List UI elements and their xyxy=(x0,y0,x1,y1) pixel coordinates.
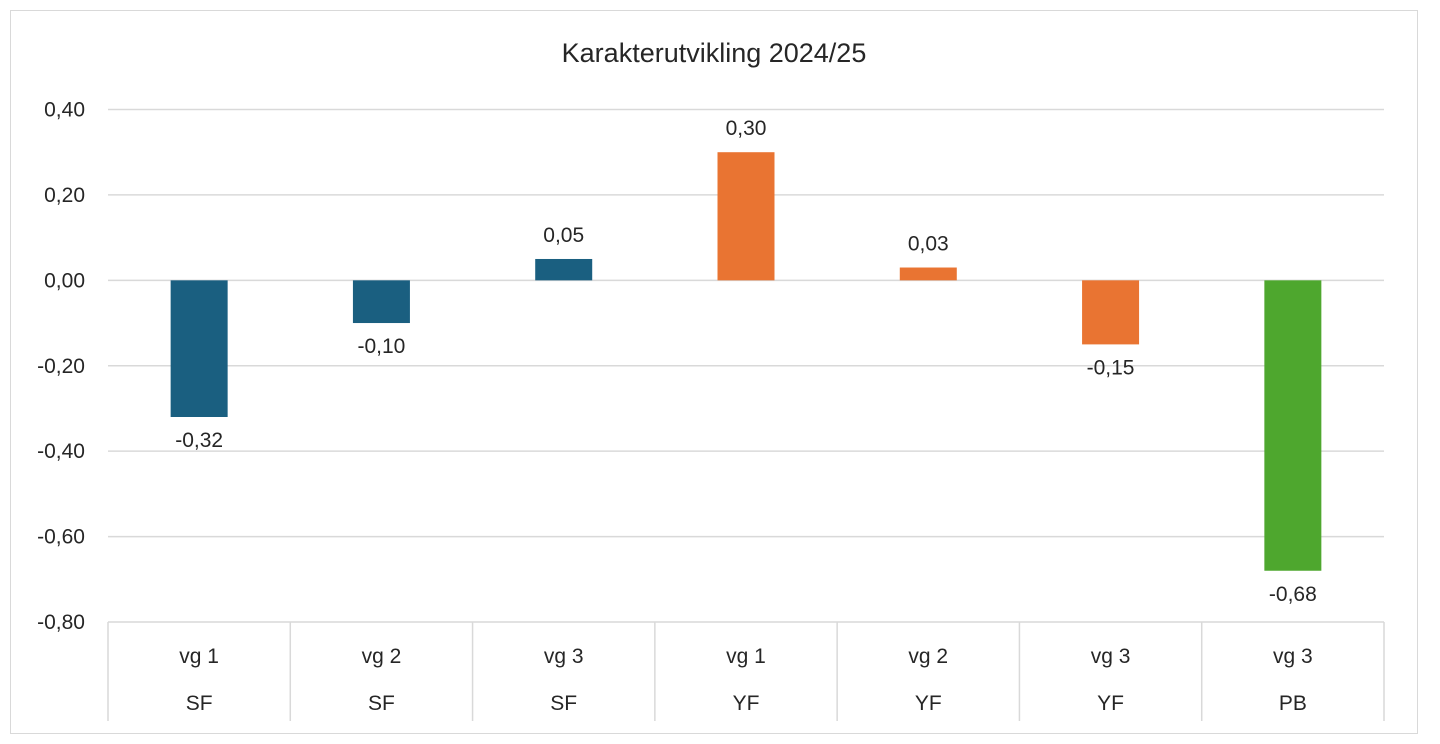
category-group-label: YF xyxy=(733,692,760,715)
y-tick-label: -0,40 xyxy=(37,440,85,463)
y-tick-label: 0,40 xyxy=(44,99,85,122)
category-group-label: SF xyxy=(368,692,395,715)
y-tick-label: -0,80 xyxy=(37,611,85,634)
bars xyxy=(170,152,1322,571)
data-label: 0,03 xyxy=(908,233,949,256)
bar-vg2-yf xyxy=(899,267,957,281)
data-label: 0,05 xyxy=(543,224,584,247)
data-labels: -0,32 -0,10 0,05 0,30 0,03 -0,15 -0,68 xyxy=(175,117,1317,606)
bar-vg3-sf xyxy=(535,258,593,281)
bar-vg1-sf xyxy=(170,280,228,417)
category-level-label: vg 3 xyxy=(544,645,584,668)
bar-vg1-yf xyxy=(717,152,775,281)
chart-title: Karakterutvikling 2024/25 xyxy=(562,38,867,68)
category-level-label: vg 2 xyxy=(908,645,948,668)
category-level-label: vg 1 xyxy=(179,645,219,668)
data-label: -0,68 xyxy=(1269,583,1317,606)
category-group-label: YF xyxy=(1097,692,1124,715)
category-group-label: PB xyxy=(1279,692,1307,715)
category-level-label: vg 1 xyxy=(726,645,766,668)
x-axis: vg 1 SF vg 2 SF vg 3 SF vg 1 YF vg 2 YF vg 3 YF vg 3… xyxy=(107,621,1385,721)
gridlines: 0,40 0,20 0,00 -0,20 -0,40 -0,60 -0,80 xyxy=(37,99,1384,634)
y-tick-label: 0,20 xyxy=(44,184,85,207)
y-tick-label: -0,20 xyxy=(37,355,85,378)
y-tick-label: -0,60 xyxy=(37,526,85,549)
category-level-label: vg 3 xyxy=(1273,645,1313,668)
category-level-label: vg 2 xyxy=(362,645,402,668)
data-label: -0,32 xyxy=(175,429,223,452)
bar-vg2-sf xyxy=(352,280,410,324)
data-label: -0,15 xyxy=(1087,356,1135,379)
bar-vg3-pb xyxy=(1264,280,1322,571)
bar-vg3-yf xyxy=(1082,280,1140,345)
data-label: -0,10 xyxy=(357,335,405,358)
category-level-label: vg 3 xyxy=(1091,645,1131,668)
y-tick-label: 0,00 xyxy=(44,269,85,292)
category-group-label: SF xyxy=(550,692,577,715)
data-label: 0,30 xyxy=(726,117,767,140)
category-group-label: SF xyxy=(186,692,213,715)
category-group-label: YF xyxy=(915,692,942,715)
chart-frame xyxy=(10,10,1418,734)
